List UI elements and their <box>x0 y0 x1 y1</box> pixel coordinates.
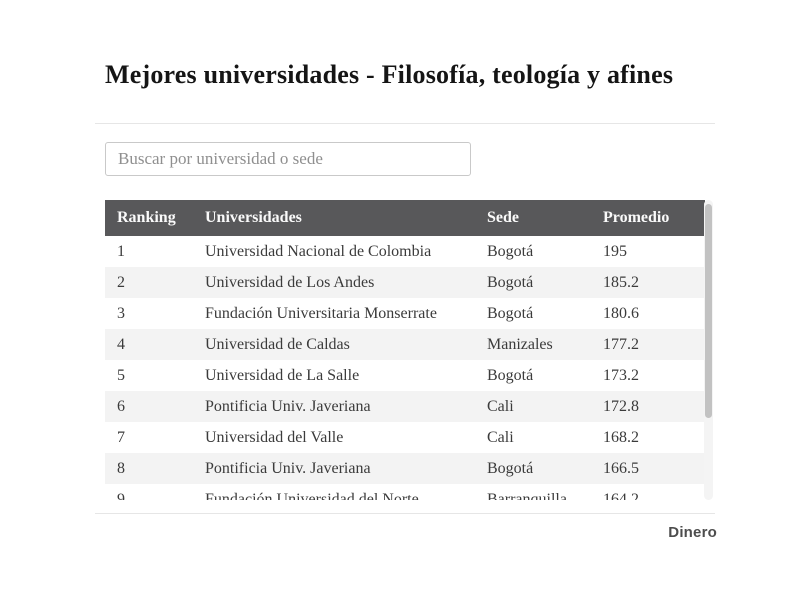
cell-promedio: 168.2 <box>603 422 705 453</box>
table-row: 7 Universidad del Valle Cali 168.2 <box>105 422 705 453</box>
cell-promedio: 180.6 <box>603 298 705 329</box>
cell-ranking: 9 <box>105 484 205 500</box>
column-header-sede: Sede <box>487 200 603 236</box>
cell-sede: Cali <box>487 391 603 422</box>
cell-promedio: 173.2 <box>603 360 705 391</box>
cell-ranking: 6 <box>105 391 205 422</box>
table-row: 5 Universidad de La Salle Bogotá 173.2 <box>105 360 705 391</box>
cell-ranking: 3 <box>105 298 205 329</box>
cell-sede: Bogotá <box>487 236 603 267</box>
cell-universidad: Fundación Universitaria Monserrate <box>205 298 487 329</box>
table-row: 4 Universidad de Caldas Manizales 177.2 <box>105 329 705 360</box>
cell-ranking: 7 <box>105 422 205 453</box>
cell-universidad: Pontificia Univ. Javeriana <box>205 453 487 484</box>
cell-sede: Barranquilla <box>487 484 603 500</box>
page-title: Mejores universidades - Filosofía, teolo… <box>105 60 674 90</box>
ranking-table-viewport: Ranking Universidades Sede Promedio 1 Uni… <box>105 200 705 500</box>
table-row: 2 Universidad de Los Andes Bogotá 185.2 <box>105 267 705 298</box>
cell-promedio: 195 <box>603 236 705 267</box>
cell-ranking: 4 <box>105 329 205 360</box>
cell-universidad: Universidad Nacional de Colombia <box>205 236 487 267</box>
ranking-table: Ranking Universidades Sede Promedio 1 Uni… <box>105 200 705 500</box>
table-body: 1 Universidad Nacional de Colombia Bogotá 1… <box>105 236 705 500</box>
title-divider <box>95 123 715 124</box>
table-row: 9 Fundación Universidad del Norte Barranqu… <box>105 484 705 500</box>
column-header-promedio: Promedio <box>603 200 705 236</box>
table-scrollbar-track[interactable] <box>704 200 713 500</box>
cell-universidad: Universidad de La Salle <box>205 360 487 391</box>
cell-promedio: 166.5 <box>603 453 705 484</box>
table-row: 8 Pontificia Univ. Javeriana Bogotá 166.5 <box>105 453 705 484</box>
column-header-universidades: Universidades <box>205 200 487 236</box>
cell-sede: Bogotá <box>487 267 603 298</box>
brand-logo: Dinero <box>668 524 717 541</box>
search-input[interactable] <box>105 142 471 176</box>
table-header-row: Ranking Universidades Sede Promedio <box>105 200 705 236</box>
column-header-ranking: Ranking <box>105 200 205 236</box>
cell-promedio: 177.2 <box>603 329 705 360</box>
cell-sede: Bogotá <box>487 453 603 484</box>
cell-promedio: 164.2 <box>603 484 705 500</box>
cell-ranking: 8 <box>105 453 205 484</box>
footer-divider <box>95 513 715 514</box>
table-row: 6 Pontificia Univ. Javeriana Cali 172.8 <box>105 391 705 422</box>
cell-sede: Manizales <box>487 329 603 360</box>
table-row: 1 Universidad Nacional de Colombia Bogotá 1… <box>105 236 705 267</box>
cell-ranking: 5 <box>105 360 205 391</box>
table-scrollbar-thumb[interactable] <box>705 204 712 418</box>
cell-sede: Bogotá <box>487 298 603 329</box>
cell-promedio: 172.8 <box>603 391 705 422</box>
cell-sede: Bogotá <box>487 360 603 391</box>
cell-ranking: 1 <box>105 236 205 267</box>
cell-sede: Cali <box>487 422 603 453</box>
cell-promedio: 185.2 <box>603 267 705 298</box>
cell-ranking: 2 <box>105 267 205 298</box>
cell-universidad: Pontificia Univ. Javeriana <box>205 391 487 422</box>
cell-universidad: Fundación Universidad del Norte <box>205 484 487 500</box>
cell-universidad: Universidad de Caldas <box>205 329 487 360</box>
cell-universidad: Universidad de Los Andes <box>205 267 487 298</box>
table-row: 3 Fundación Universitaria Monserrate Bogot… <box>105 298 705 329</box>
cell-universidad: Universidad del Valle <box>205 422 487 453</box>
